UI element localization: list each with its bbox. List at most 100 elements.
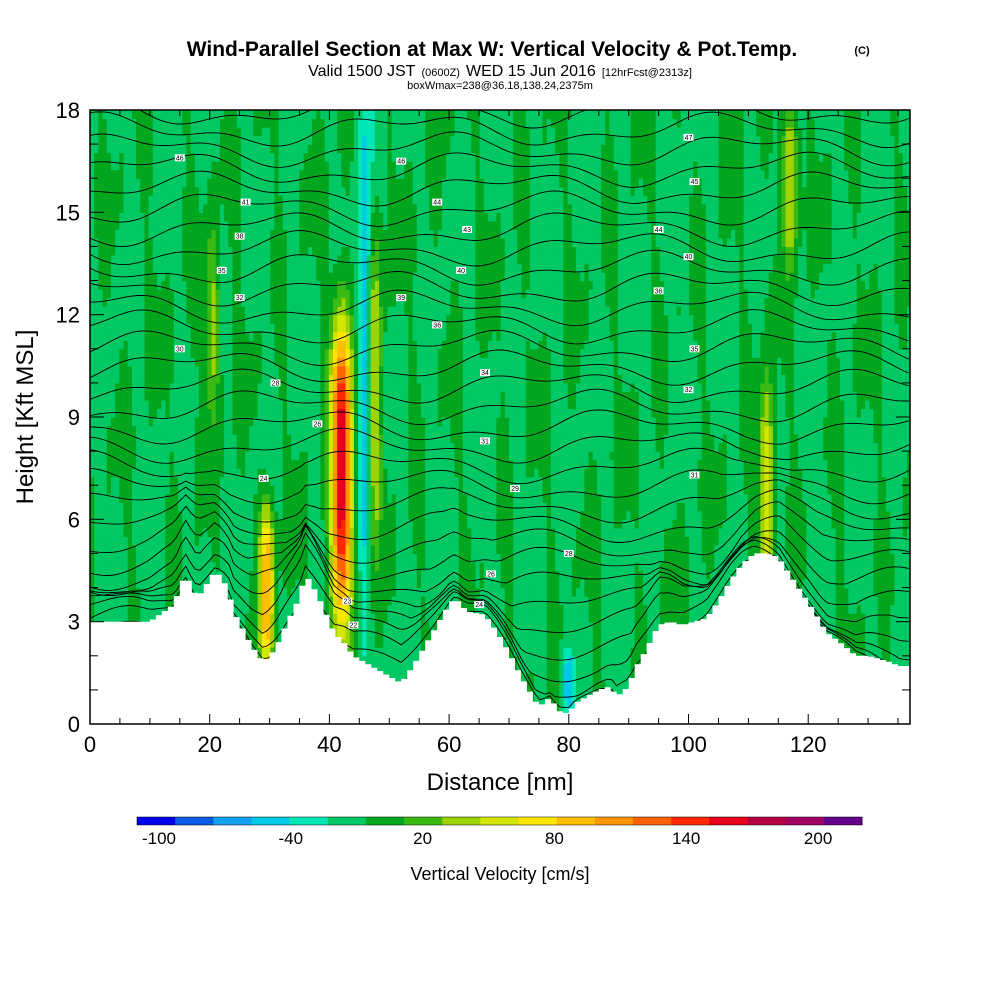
velocity-cell (324, 502, 330, 512)
velocity-cell (286, 374, 292, 384)
velocity-cell (224, 323, 229, 333)
velocity-cell (374, 306, 380, 316)
velocity-cell (169, 306, 175, 316)
velocity-cell (274, 613, 280, 623)
velocity-cell (94, 178, 99, 188)
velocity-cell (136, 272, 141, 282)
velocity-cell (236, 374, 242, 384)
velocity-cell (370, 178, 376, 188)
velocity-cell (161, 442, 167, 452)
velocity-cell (169, 348, 175, 358)
velocity-cell (177, 544, 183, 555)
velocity-cell (119, 391, 125, 401)
velocity-cell (249, 374, 254, 384)
velocity-cell (249, 561, 254, 572)
velocity-cell (353, 527, 359, 537)
velocity-cell (249, 596, 254, 606)
velocity-cell (286, 519, 292, 529)
velocity-cell (177, 127, 183, 137)
velocity-cell (207, 203, 213, 213)
velocity-cell (161, 203, 167, 213)
velocity-cell (194, 476, 200, 486)
velocity-cell (374, 186, 380, 196)
velocity-cell (161, 144, 167, 154)
velocity-cell (307, 314, 313, 324)
velocity-cell (240, 382, 246, 393)
velocity-cell (320, 169, 326, 179)
velocity-cell (228, 502, 234, 512)
velocity-cell (98, 203, 104, 213)
velocity-cell (257, 434, 263, 444)
velocity-cell (353, 348, 359, 358)
velocity-cell (303, 323, 309, 333)
velocity-cell (333, 229, 338, 239)
velocity-cell (194, 485, 200, 495)
velocity-cell (333, 468, 338, 478)
velocity-cell (320, 561, 326, 572)
velocity-cell (127, 365, 133, 375)
velocity-cell (194, 314, 200, 324)
velocity-cell (341, 399, 347, 410)
velocity-cell (324, 510, 330, 520)
velocity-cell (349, 570, 355, 580)
velocity-cell (320, 587, 326, 597)
velocity-cell (253, 621, 259, 631)
velocity-cell (295, 297, 301, 307)
velocity-cell (337, 135, 342, 145)
velocity-cell (341, 613, 347, 623)
velocity-cell (182, 203, 187, 213)
velocity-cell (161, 212, 167, 222)
velocity-cell (353, 434, 359, 444)
velocity-cell (119, 382, 125, 393)
velocity-cell (186, 527, 192, 537)
velocity-cell (295, 220, 301, 230)
velocity-cell (303, 442, 309, 452)
velocity-cell (228, 220, 234, 230)
velocity-cell (157, 272, 162, 282)
velocity-cell (169, 323, 175, 333)
velocity-cell (270, 203, 275, 213)
velocity-cell (345, 314, 351, 324)
velocity-cell (316, 451, 322, 461)
velocity-cell (207, 272, 213, 282)
velocity-cell (341, 323, 347, 333)
velocity-cell (215, 152, 221, 162)
velocity-cell (353, 502, 359, 512)
velocity-cell (337, 621, 342, 631)
velocity-cell (144, 536, 150, 546)
velocity-cell (374, 220, 380, 230)
velocity-cell (341, 476, 347, 486)
velocity-cell (312, 254, 317, 265)
velocity-cell (157, 254, 162, 265)
velocity-cell (106, 425, 112, 435)
velocity-cell (337, 246, 342, 256)
velocity-cell (119, 434, 125, 444)
velocity-cell (236, 519, 242, 529)
velocity-cell (366, 570, 372, 580)
velocity-cell (123, 118, 129, 128)
velocity-cell (366, 493, 372, 503)
velocity-cell (245, 263, 250, 273)
velocity-cell (140, 144, 146, 154)
velocity-cell (370, 340, 376, 350)
velocity-cell (90, 340, 95, 350)
velocity-cell (219, 485, 225, 495)
velocity-cell (349, 613, 355, 623)
velocity-cell (207, 442, 213, 452)
velocity-cell (274, 536, 280, 546)
velocity-cell (198, 280, 204, 290)
velocity-cell (358, 374, 363, 384)
velocity-cell (127, 408, 133, 418)
velocity-cell (328, 570, 334, 580)
velocity-cell (333, 434, 338, 444)
velocity-cell (236, 186, 242, 196)
velocity-cell (261, 561, 267, 572)
velocity-cell (94, 331, 99, 341)
velocity-cell (224, 374, 229, 384)
velocity-cell (345, 178, 351, 188)
velocity-cell (110, 186, 116, 196)
velocity-cell (265, 527, 271, 537)
velocity-cell (261, 169, 267, 179)
velocity-cell (270, 348, 275, 358)
